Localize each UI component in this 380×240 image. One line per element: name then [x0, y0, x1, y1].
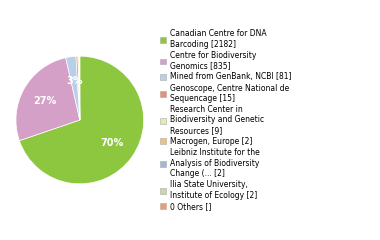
Text: 70%: 70%	[100, 138, 124, 148]
Text: 3%: 3%	[66, 76, 82, 86]
Text: 27%: 27%	[33, 96, 57, 106]
Wedge shape	[76, 56, 80, 120]
Wedge shape	[78, 56, 80, 120]
Wedge shape	[66, 56, 80, 120]
Wedge shape	[79, 56, 80, 120]
Wedge shape	[19, 56, 144, 184]
Wedge shape	[16, 58, 80, 141]
Legend: Canadian Centre for DNA
Barcoding [2182], Centre for Biodiversity
Genomics [835]: Canadian Centre for DNA Barcoding [2182]…	[160, 29, 292, 211]
Wedge shape	[79, 56, 80, 120]
